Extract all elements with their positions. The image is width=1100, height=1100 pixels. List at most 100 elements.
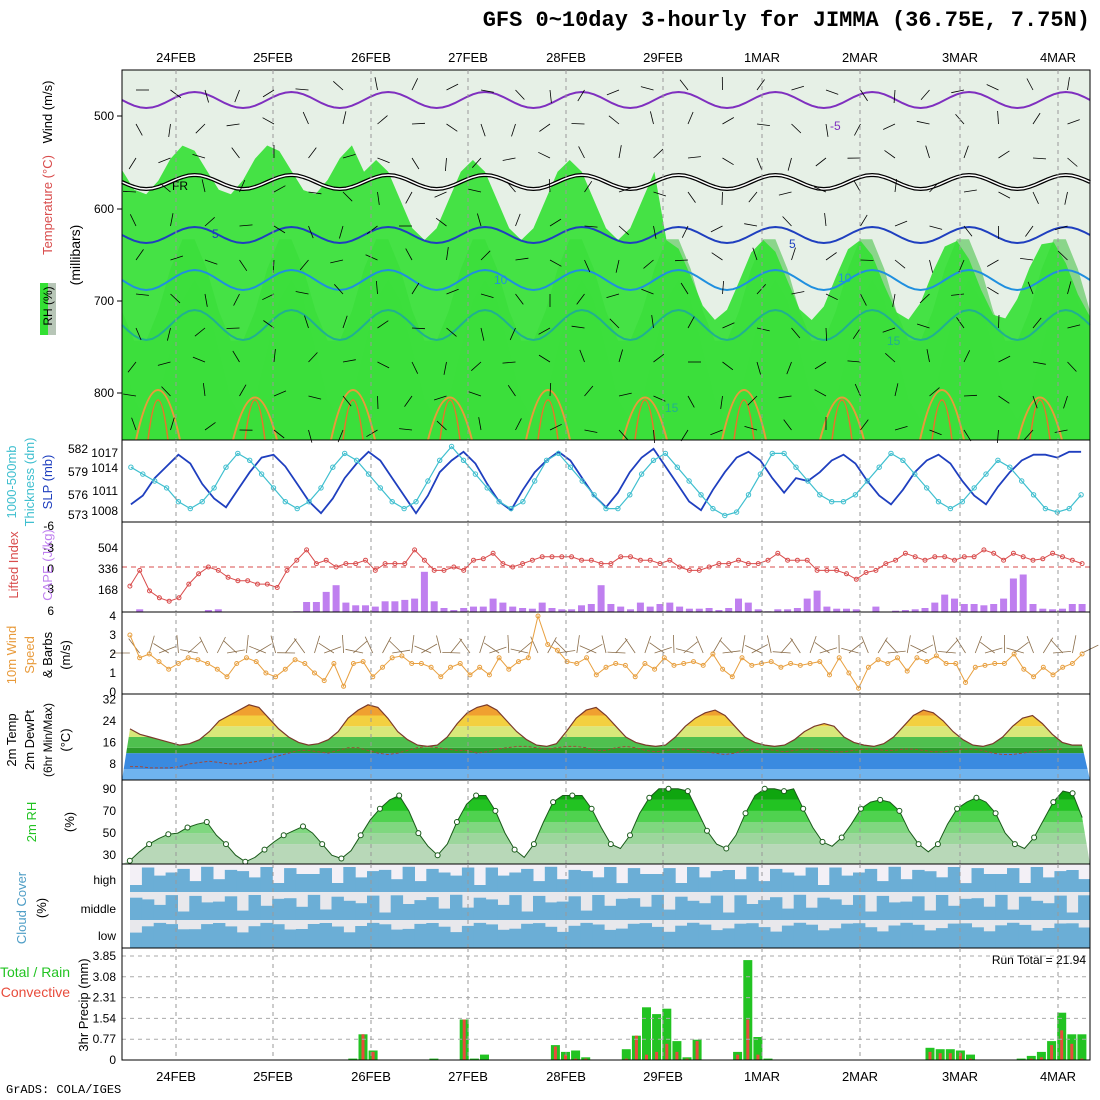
wind-barb xyxy=(538,354,551,363)
wind-barb xyxy=(382,636,392,654)
wind-barb xyxy=(680,282,689,295)
cape-bar xyxy=(754,609,762,612)
cloud-level-label: middle xyxy=(81,902,117,916)
cloud-cell xyxy=(295,874,309,892)
rh2m-tick-label: 70 xyxy=(103,804,117,818)
thickness-point xyxy=(1078,492,1084,498)
top-date-label: 24FEB xyxy=(156,50,196,65)
cloud-axis-title: (%) xyxy=(34,898,49,918)
wind-speed-point xyxy=(943,661,949,666)
cloud-cell xyxy=(793,922,807,948)
wind-barb xyxy=(170,293,181,304)
temperature-contour xyxy=(342,399,364,441)
upper-panel: -5 FR 5 5 10 10 15 15 xyxy=(40,70,1091,444)
wind-barb xyxy=(1067,361,1077,372)
thickness-point xyxy=(1007,464,1013,470)
lifted-point xyxy=(274,585,280,590)
wind-barb xyxy=(377,395,379,410)
temp-band xyxy=(122,737,1090,748)
wind-barb xyxy=(204,293,208,307)
cloud-cell xyxy=(722,870,735,892)
wind-barb xyxy=(945,639,959,654)
thickness-point xyxy=(318,485,324,491)
cloud-cell xyxy=(450,932,463,948)
lifted-point xyxy=(382,561,388,567)
wind-barb xyxy=(239,384,247,397)
temp2m-axis-title: 2m Temp xyxy=(4,713,19,766)
rh2m-point xyxy=(992,810,999,817)
cloud-cell xyxy=(319,868,332,892)
wind-barb xyxy=(477,213,482,227)
wind-barb xyxy=(885,353,896,363)
wind-barb xyxy=(852,327,861,340)
wind-barb xyxy=(135,293,149,296)
wind-barb xyxy=(579,349,585,363)
rh2m-point xyxy=(704,827,710,834)
cloud-cell xyxy=(758,927,771,948)
wind-barb xyxy=(675,648,694,654)
lifted-point xyxy=(853,576,859,582)
wind-barb xyxy=(468,391,482,397)
lifted-point xyxy=(539,554,545,560)
wind-barb xyxy=(651,315,654,329)
wind-barb xyxy=(187,640,202,654)
wind-barb xyxy=(480,327,485,341)
cloud-cell xyxy=(1042,877,1055,892)
cloud-cell xyxy=(1042,903,1055,920)
cloud-cell xyxy=(604,905,617,920)
wind-barb xyxy=(549,382,552,397)
cloud-cell xyxy=(746,866,759,892)
lifted-point xyxy=(834,567,840,573)
lifted-point xyxy=(667,557,673,563)
cloud-axis-title: Cloud Cover xyxy=(14,871,29,944)
wind-barb xyxy=(148,635,155,654)
wind-speed-point xyxy=(953,661,959,666)
precip-convective-bar xyxy=(685,1058,689,1060)
wind-barb xyxy=(167,327,171,341)
cloud-cell xyxy=(841,904,854,920)
wind-barb xyxy=(884,150,896,159)
cloud-cell xyxy=(592,877,605,892)
wind-barb xyxy=(515,257,529,261)
rh2m-point xyxy=(857,805,864,812)
wind-speed-point xyxy=(263,670,269,676)
cape-bar xyxy=(430,601,438,612)
rh2m-point xyxy=(165,831,172,838)
cloud-cell xyxy=(450,894,463,920)
wind-speed-point xyxy=(457,661,463,666)
cape-bar xyxy=(136,609,144,612)
wind-barb xyxy=(273,390,287,397)
rh-band xyxy=(122,145,1090,440)
lifted-point xyxy=(765,557,771,563)
precip-tick-label: 3.85 xyxy=(93,949,117,963)
wind-barb xyxy=(997,429,999,444)
thickness-point xyxy=(674,464,680,470)
wind-barb xyxy=(330,259,344,264)
wind-barb xyxy=(472,157,482,168)
cloud-cell xyxy=(438,908,451,920)
wind-speed-point xyxy=(302,661,308,666)
cloud-cell xyxy=(734,923,747,948)
wind-barb xyxy=(153,643,169,654)
precip-convective-bar xyxy=(462,1019,466,1060)
wind-barb xyxy=(299,259,309,271)
thickness-axis-title: Thickness (dm) xyxy=(22,438,37,527)
wind-speed-point xyxy=(720,666,726,672)
cloud-cell xyxy=(615,898,629,920)
cloud-cell xyxy=(770,868,783,892)
top-date-label: 28FEB xyxy=(546,50,586,65)
cloud-cell xyxy=(521,868,534,892)
wind-barb xyxy=(308,352,318,363)
cloud-cell xyxy=(130,897,143,920)
cloud-cell xyxy=(533,881,546,892)
wind-barb xyxy=(436,420,447,431)
precip-convective-bar xyxy=(564,1054,567,1060)
temp-band xyxy=(122,747,1090,754)
wind-barb xyxy=(339,225,344,239)
wind-barb xyxy=(955,637,966,654)
wind-barb xyxy=(893,89,896,104)
cape-bar xyxy=(391,601,399,612)
lifted-point xyxy=(333,564,339,570)
wind-barb xyxy=(411,635,415,654)
precip-convective-bar xyxy=(948,1053,952,1060)
